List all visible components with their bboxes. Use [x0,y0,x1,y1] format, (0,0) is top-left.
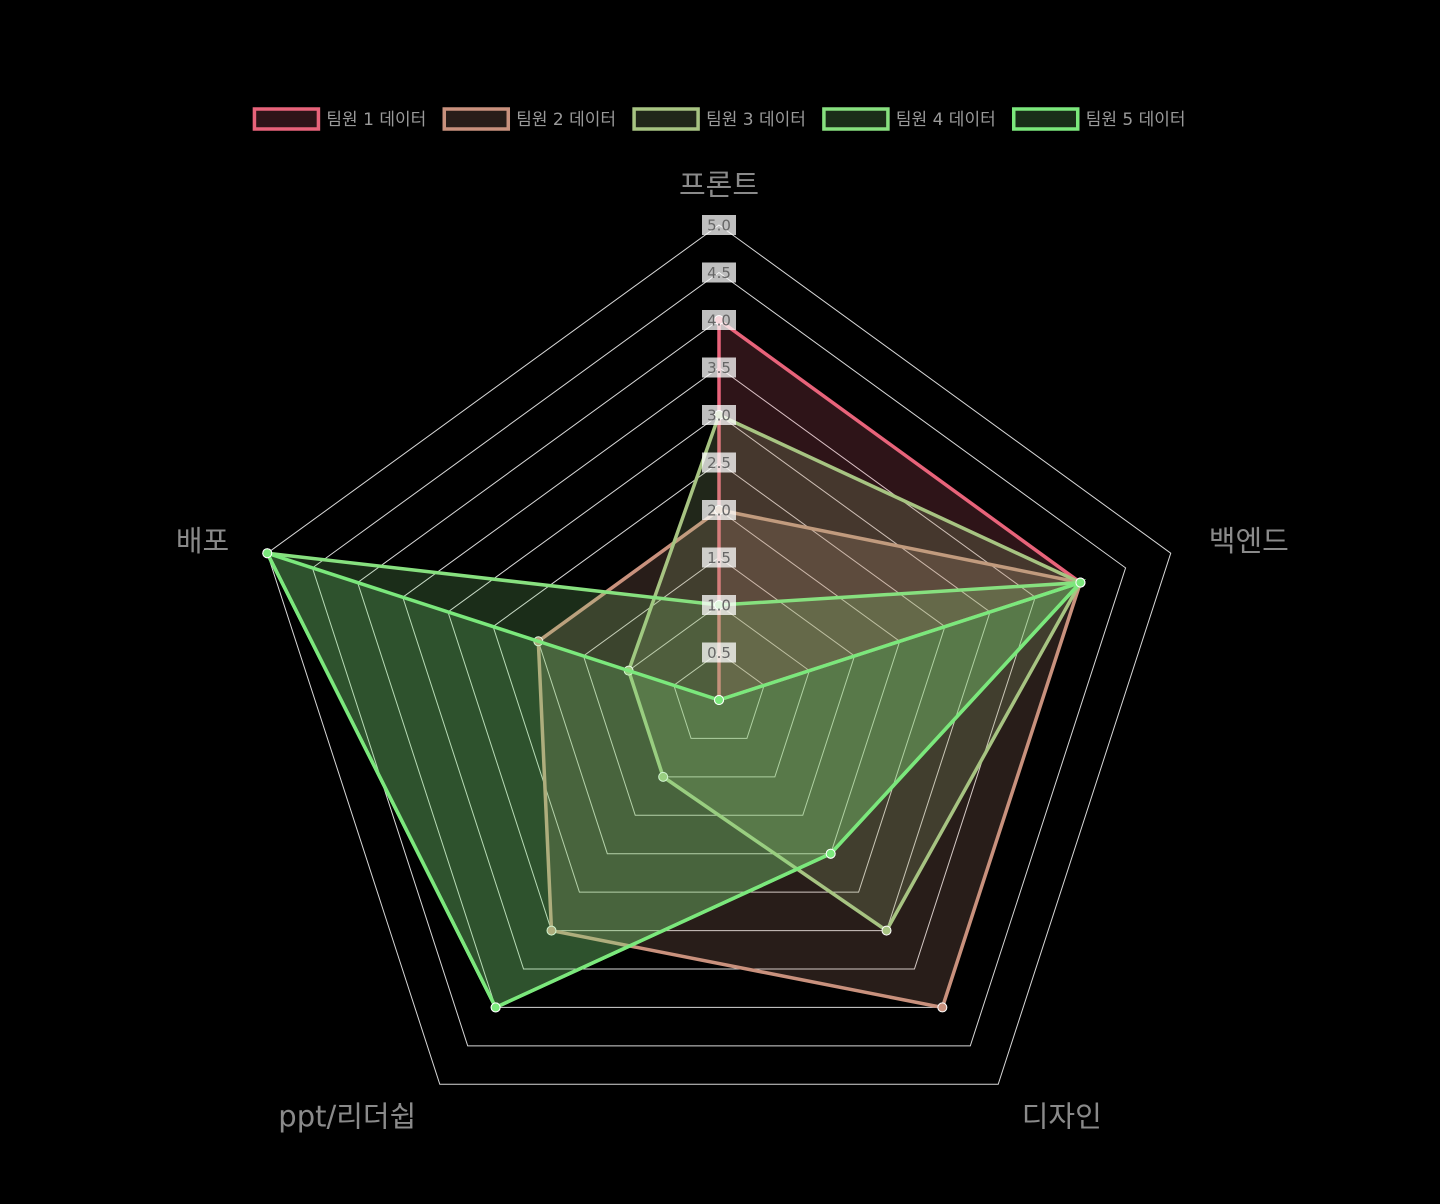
tick-label-1: 0.5 [702,642,736,663]
tick-backdrop [702,357,736,378]
tick-label-5: 2.5 [702,452,736,473]
axis-label-1: 프론트 [679,168,759,202]
grid-ring-5 [492,461,946,893]
tick-label-9: 4.5 [702,262,736,283]
series-3-point-4[interactable] [658,771,669,782]
legend-swatch [442,107,511,131]
tick-label-2: 1.0 [702,595,736,615]
legend-swatch [822,107,890,131]
series-2-point-4[interactable] [546,925,557,936]
tick-backdrop [702,547,736,568]
legend-label: 팀원 2 데이터 [516,110,616,130]
legend-item-5[interactable]: 팀원 5 데이터 [1011,107,1186,131]
series-5-point-1[interactable] [714,695,724,705]
series-5-point-5[interactable] [262,548,273,559]
tick-label-10: 5.0 [702,215,736,235]
series-3-point-3[interactable] [881,925,892,936]
tick-label-6: 3.0 [702,405,736,425]
tick-text: 3.0 [707,407,731,425]
series-5-point-2[interactable] [1075,577,1086,588]
tick-text: 2.5 [707,454,731,472]
legend-label: 팀원 4 데이터 [896,110,996,130]
tick-text: 1.5 [707,549,731,567]
grid-ring-9 [311,271,1127,1047]
axis-label-5: 배포 [176,524,229,558]
tick-backdrop [702,405,736,425]
axis-label-4: ppt/리더쉽 [278,1100,416,1134]
tick-label-7: 3.5 [702,357,736,378]
legend-swatch [632,107,700,131]
tick-label-3: 1.5 [702,547,736,568]
radar-tick-labels: 0.5 1.0 1.5 2.0 2.5 3.0 3.5 4.0 4.5 5.0 [702,215,736,663]
series-3-area [626,412,1083,934]
tick-text: 1.0 [707,597,731,615]
series-2-area [536,508,1083,1010]
tick-label-4: 2.0 [702,500,736,520]
radar-series [262,315,1087,1013]
chart-legend[interactable]: 팀원 1 데이터 팀원 2 데이터 팀원 3 데이터 팀원 4 데이터 팀원 5 데이터 [252,107,1186,131]
tick-backdrop [702,642,736,663]
tick-backdrop [702,595,736,615]
tick-backdrop [702,262,736,283]
tick-backdrop [702,310,736,330]
legend-swatch [1011,107,1080,131]
tick-text: 0.5 [707,644,731,662]
series-5-point-3[interactable] [825,848,836,859]
tick-text: 3.5 [707,359,731,377]
series-5-point-4[interactable] [490,1002,501,1013]
grid-ring-2 [628,604,810,778]
series-5-area [263,550,1087,1010]
series-2 [533,505,1086,1013]
legend-label: 팀원 3 데이터 [706,110,806,130]
grid-ring-7 [402,366,1036,970]
tick-backdrop [702,452,736,473]
grid-ring-1 [673,651,765,739]
grid-ring-10 [266,224,1172,1085]
tick-text: 4.5 [707,264,731,282]
legend-swatch [252,107,321,131]
tick-label-8: 4.0 [702,310,736,330]
axis-label-2: 백엔드 [1209,524,1289,558]
radar-grid [266,224,1172,1085]
legend-item-3[interactable]: 팀원 3 데이터 [632,107,806,131]
tick-backdrop [702,215,736,235]
tick-backdrop [702,500,736,520]
tick-text: 2.0 [707,502,731,520]
axis-label-3: 디자인 [1022,1100,1102,1134]
tick-text: 5.0 [707,217,731,235]
legend-label: 팀원 1 데이터 [326,110,426,130]
legend-label: 팀원 5 데이터 [1086,110,1186,130]
tick-text: 4.0 [707,312,731,330]
series-2-point-3[interactable] [937,1002,948,1013]
legend-item-4[interactable]: 팀원 4 데이터 [822,107,996,131]
series-5 [262,548,1087,1013]
legend-item-1[interactable]: 팀원 1 데이터 [252,107,426,131]
legend-item-2[interactable]: 팀원 2 데이터 [442,107,616,131]
